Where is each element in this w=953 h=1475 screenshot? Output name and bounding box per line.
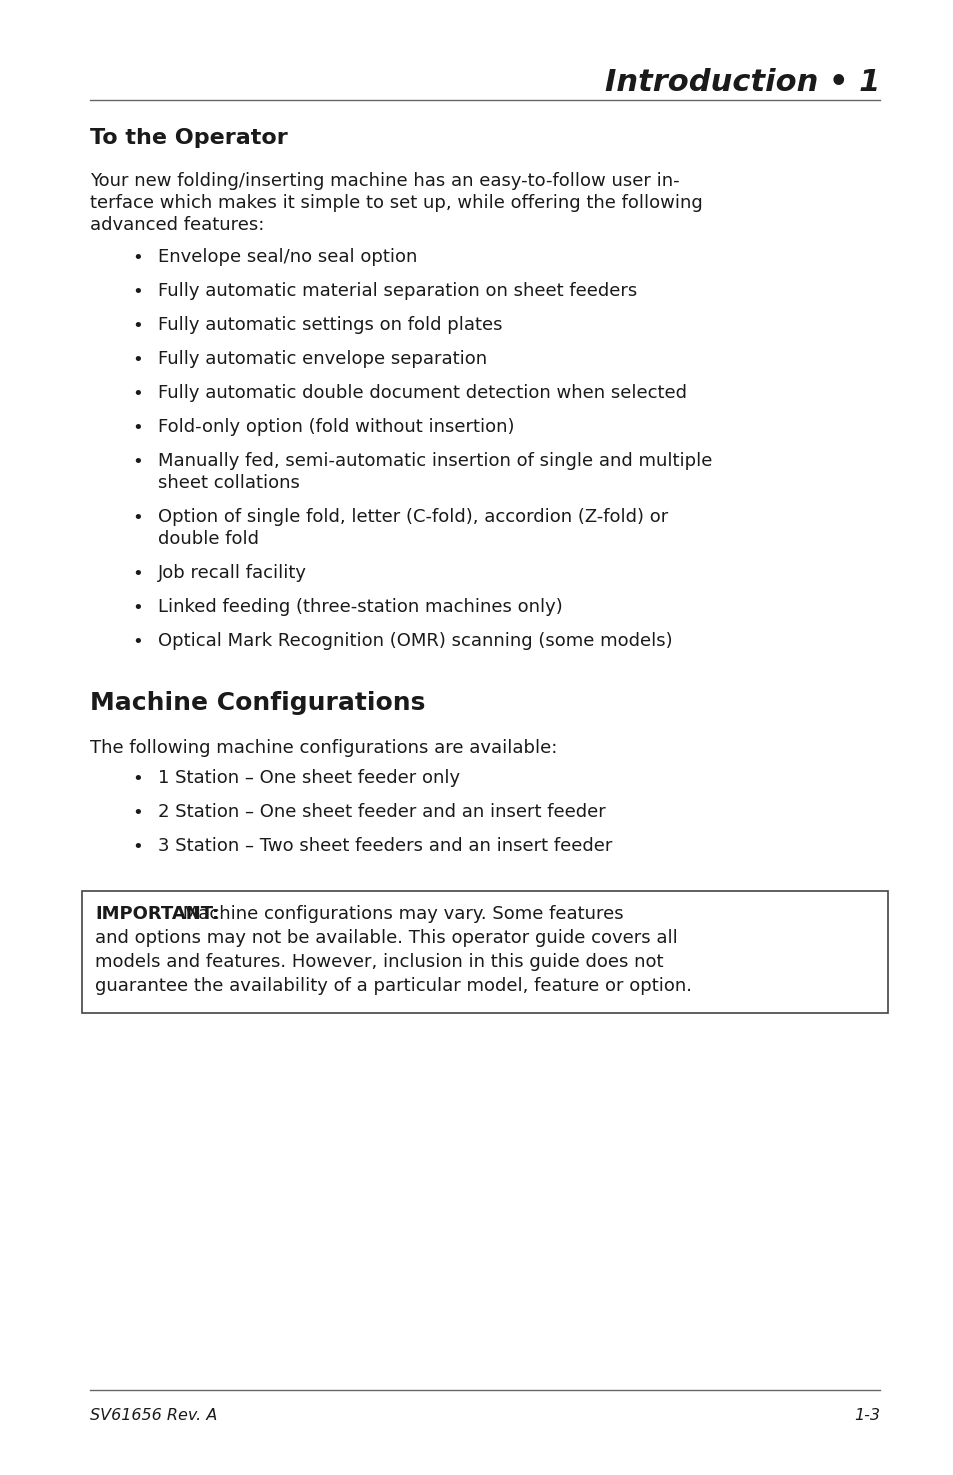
Text: •: • — [132, 385, 143, 403]
Text: •: • — [132, 351, 143, 369]
Text: •: • — [132, 838, 143, 856]
Text: •: • — [132, 509, 143, 527]
Text: SV61656 Rev. A: SV61656 Rev. A — [90, 1409, 217, 1423]
Text: Fully automatic material separation on sheet feeders: Fully automatic material separation on s… — [158, 282, 637, 299]
Text: Envelope seal/no seal option: Envelope seal/no seal option — [158, 248, 417, 266]
Text: guarantee the availability of a particular model, feature or option.: guarantee the availability of a particul… — [95, 976, 691, 996]
Text: 1-3: 1-3 — [853, 1409, 879, 1423]
Text: IMPORTANT:: IMPORTANT: — [95, 906, 219, 923]
Text: Manually fed, semi-automatic insertion of single and multiple: Manually fed, semi-automatic insertion o… — [158, 451, 712, 471]
FancyBboxPatch shape — [82, 891, 887, 1013]
Text: terface which makes it simple to set up, while offering the following: terface which makes it simple to set up,… — [90, 195, 702, 212]
Text: Option of single fold, letter (C-fold), accordion (Z-fold) or: Option of single fold, letter (C-fold), … — [158, 507, 667, 527]
Text: Linked feeding (three-station machines only): Linked feeding (three-station machines o… — [158, 597, 562, 617]
Text: Your new folding/inserting machine has an easy-to-follow user in-: Your new folding/inserting machine has a… — [90, 173, 679, 190]
Text: models and features. However, inclusion in this guide does not: models and features. However, inclusion … — [95, 953, 662, 971]
Text: 3 Station – Two sheet feeders and an insert feeder: 3 Station – Two sheet feeders and an ins… — [158, 836, 612, 856]
Text: Job recall facility: Job recall facility — [158, 563, 307, 583]
Text: advanced features:: advanced features: — [90, 215, 264, 235]
Text: •: • — [132, 453, 143, 471]
Text: The following machine configurations are available:: The following machine configurations are… — [90, 739, 557, 757]
Text: •: • — [132, 249, 143, 267]
Text: 2 Station – One sheet feeder and an insert feeder: 2 Station – One sheet feeder and an inse… — [158, 802, 605, 822]
Text: •: • — [132, 317, 143, 335]
Text: Machine Configurations: Machine Configurations — [90, 690, 425, 715]
Text: •: • — [132, 599, 143, 617]
Text: •: • — [132, 565, 143, 583]
Text: Fully automatic settings on fold plates: Fully automatic settings on fold plates — [158, 316, 502, 333]
Text: Machine configurations may vary. Some features: Machine configurations may vary. Some fe… — [177, 906, 623, 923]
Text: •: • — [132, 283, 143, 301]
Text: •: • — [132, 419, 143, 437]
Text: 1 Station – One sheet feeder only: 1 Station – One sheet feeder only — [158, 768, 459, 788]
Text: Fully automatic envelope separation: Fully automatic envelope separation — [158, 350, 487, 367]
Text: Introduction • 1: Introduction • 1 — [604, 68, 879, 97]
Text: Fold-only option (fold without insertion): Fold-only option (fold without insertion… — [158, 417, 514, 437]
Text: sheet collations: sheet collations — [158, 473, 299, 493]
Text: •: • — [132, 770, 143, 788]
Text: •: • — [132, 804, 143, 822]
Text: Optical Mark Recognition (OMR) scanning (some models): Optical Mark Recognition (OMR) scanning … — [158, 631, 672, 650]
Text: double fold: double fold — [158, 530, 258, 549]
Text: To the Operator: To the Operator — [90, 128, 288, 148]
Text: and options may not be available. This operator guide covers all: and options may not be available. This o… — [95, 929, 677, 947]
Text: •: • — [132, 633, 143, 650]
Text: Fully automatic double document detection when selected: Fully automatic double document detectio… — [158, 384, 686, 403]
